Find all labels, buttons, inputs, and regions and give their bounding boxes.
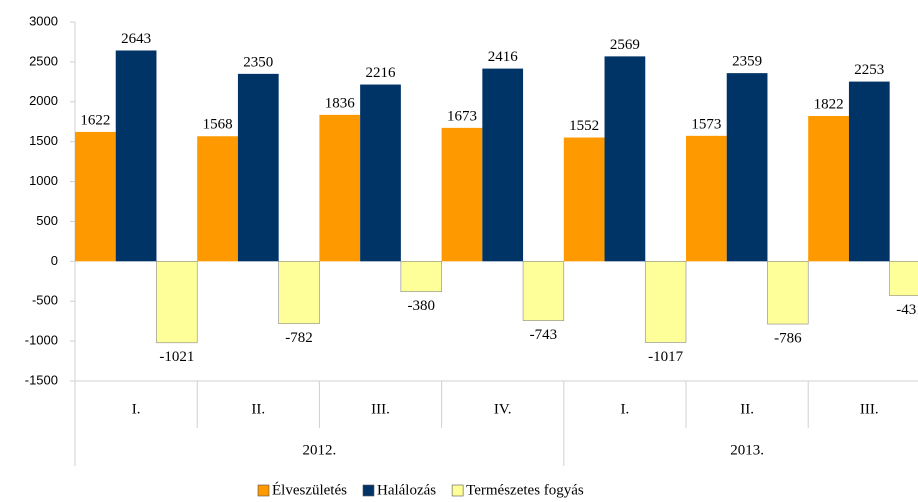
y-tick-label: 1000	[29, 173, 58, 188]
bar	[522, 261, 565, 321]
data-label: -782	[285, 330, 313, 346]
bar	[156, 261, 198, 344]
x-tick-label: II.	[740, 401, 754, 417]
bar	[400, 261, 442, 292]
data-label: 1822	[814, 96, 844, 112]
bar	[75, 131, 116, 262]
x-tick-label: IV.	[494, 401, 512, 417]
data-label: -380	[407, 298, 435, 314]
bar	[644, 261, 687, 343]
x-tick-label: III.	[371, 401, 390, 417]
data-label: 2253	[854, 62, 884, 78]
bar	[482, 68, 524, 262]
bar	[767, 261, 809, 325]
legend-label: Élveszületés	[272, 481, 347, 498]
legend-swatch	[451, 484, 464, 497]
data-label: 2643	[121, 31, 151, 47]
x-tick-label: III.	[860, 401, 879, 417]
data-label: 2350	[243, 54, 273, 70]
x-tick-label: I.	[621, 401, 630, 417]
legend-label: Természetes fogyás	[466, 482, 584, 498]
data-label: 1673	[447, 108, 477, 124]
x-tick-label: I.	[132, 401, 141, 417]
y-tick-label: 0	[51, 253, 58, 268]
bar	[441, 127, 483, 262]
bar	[604, 56, 646, 262]
data-label: -431	[896, 302, 918, 318]
data-label: 1552	[569, 118, 599, 134]
bar	[278, 261, 320, 325]
bar	[360, 84, 401, 262]
data-label: 2359	[732, 54, 762, 70]
data-label: 2216	[366, 65, 397, 81]
data-label: 1622	[80, 112, 110, 128]
data-label: -1017	[648, 349, 683, 365]
group-label: 2012.	[303, 442, 337, 458]
y-tick-label: -500	[32, 293, 58, 308]
bar	[726, 73, 768, 262]
x-tick-label: II.	[251, 401, 265, 417]
bar	[319, 114, 361, 262]
data-label: 2416	[488, 49, 519, 65]
data-label: 1836	[325, 95, 356, 111]
y-tick-label: 2000	[29, 93, 58, 108]
y-tick-label: 1500	[29, 133, 58, 148]
y-tick-label: -1500	[25, 372, 58, 387]
y-tick-label: 2500	[29, 53, 58, 68]
data-label: 2569	[610, 37, 640, 53]
y-tick-label: -1000	[25, 333, 58, 348]
group-label: 2013.	[730, 442, 764, 458]
y-tick-label: 3000	[29, 13, 58, 28]
data-label: -1021	[159, 349, 194, 365]
data-label: -786	[774, 330, 802, 346]
bar	[848, 81, 890, 262]
legend-swatch	[257, 484, 270, 497]
bar	[197, 136, 238, 262]
bar	[563, 137, 605, 262]
data-label: 1573	[691, 116, 721, 132]
bar	[115, 50, 157, 262]
bar	[889, 261, 918, 297]
y-tick-label: 500	[36, 213, 58, 228]
data-label: -743	[530, 327, 558, 343]
bar	[237, 73, 279, 262]
bar	[686, 135, 727, 262]
bar	[808, 115, 849, 262]
legend-swatch	[362, 484, 375, 497]
legend-label: Halálozás	[377, 482, 436, 498]
data-label: 1568	[203, 117, 233, 133]
